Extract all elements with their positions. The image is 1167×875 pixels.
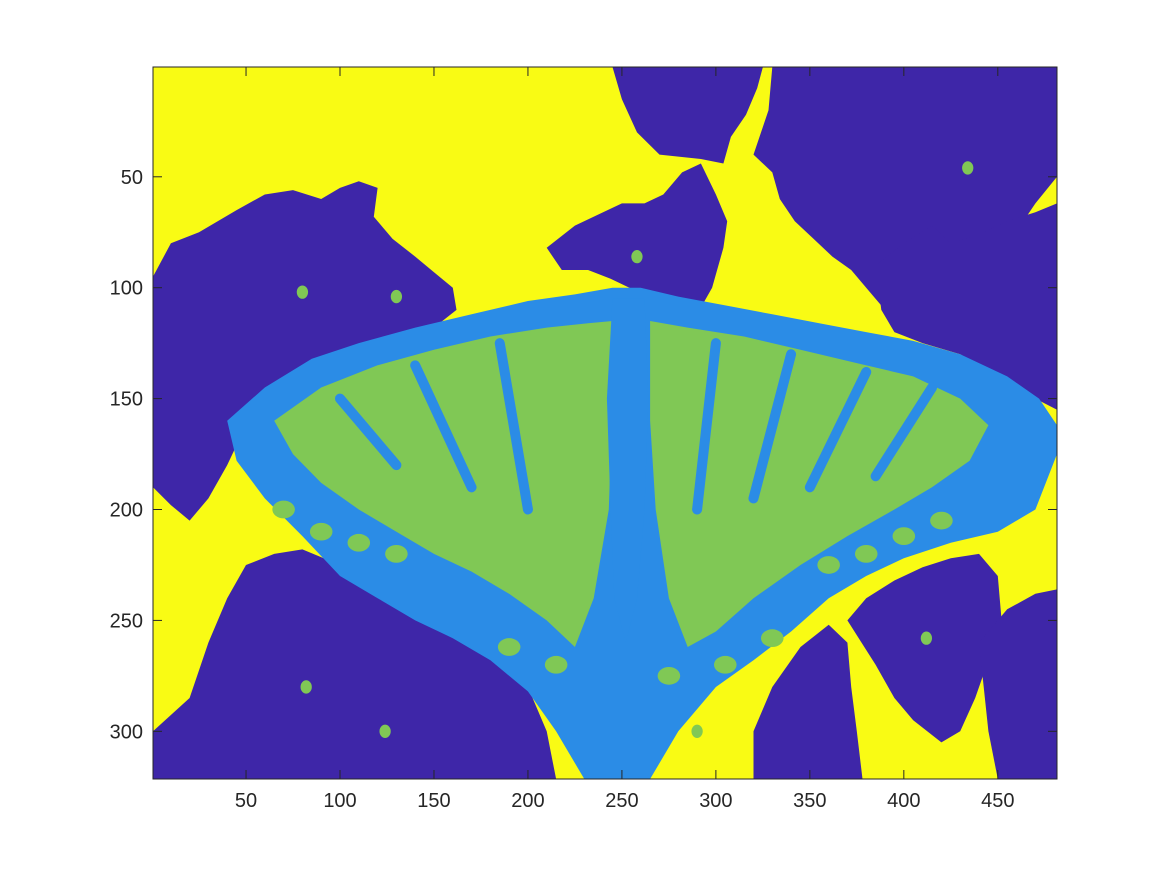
x-tick-label: 150: [417, 790, 450, 812]
small-spot-4: [962, 161, 974, 175]
y-tick-label: 300: [110, 721, 143, 743]
wing-vein-6: [804, 366, 872, 493]
region-top-center-flower: [546, 163, 728, 315]
wing-vein-3: [494, 338, 533, 515]
x-tick-label: 300: [699, 790, 732, 812]
region-top-strip: [612, 67, 763, 164]
x-tick-label: 350: [793, 790, 826, 812]
wing-vein-7: [870, 382, 938, 482]
x-tick-label: 100: [323, 790, 356, 812]
wing-spot-2: [309, 522, 333, 541]
wing-spot-12: [714, 655, 737, 674]
region-right-lower-flower: [847, 553, 1002, 743]
x-tick-label: 50: [235, 790, 257, 812]
wing-vein-2: [410, 360, 477, 493]
small-spot-7: [300, 680, 312, 694]
small-spot-8: [379, 724, 391, 738]
x-tick-label: 200: [511, 790, 544, 812]
wing-spot-1: [272, 500, 295, 519]
small-spot-5: [920, 631, 933, 645]
small-spot-1: [296, 285, 309, 299]
wing-spot-8: [930, 511, 953, 530]
segmentation-image: [153, 67, 1057, 779]
small-spot-3: [631, 249, 643, 264]
wing-vein-5: [748, 349, 797, 504]
wing-spot-5: [817, 556, 840, 574]
butterfly-body: [606, 298, 649, 643]
wing-spot-7: [892, 527, 916, 545]
axes-box: [152, 66, 1058, 780]
region-right-flower: [875, 203, 1057, 410]
x-tick-label: 250: [605, 790, 638, 812]
y-tick-label: 150: [110, 389, 143, 411]
region-left-flower: [153, 181, 457, 521]
axis-ticks: 50 100 150 200 250 300 350 400 450 50 100 150 200 250…: [110, 67, 1057, 812]
wing-vein-4: [692, 338, 721, 515]
region-bottom-left-flower: [153, 549, 557, 779]
y-tick-label: 100: [110, 278, 143, 300]
wing-spot-10: [544, 655, 568, 674]
small-spot-6: [691, 724, 703, 738]
x-tick-label: 400: [887, 790, 920, 812]
wing-right-interior: [650, 321, 989, 647]
wing-spot-3: [347, 533, 371, 552]
region-bottom-right-flower: [979, 589, 1057, 779]
wing-left-interior: [274, 321, 613, 647]
small-spot-2: [390, 289, 403, 304]
wing-spot-4: [385, 544, 408, 563]
y-tick-label: 250: [110, 610, 143, 632]
y-tick-label: 200: [110, 500, 143, 522]
y-tick-label: 50: [121, 167, 143, 189]
region-bottom-center-flower: [753, 624, 863, 779]
wing-spot-13: [760, 629, 784, 648]
wing-spot-9: [497, 638, 521, 656]
wing-vein-1: [335, 393, 402, 471]
wing-spot-11: [657, 666, 681, 685]
wing-spot-6: [854, 544, 878, 563]
x-tick-label: 450: [981, 790, 1014, 812]
